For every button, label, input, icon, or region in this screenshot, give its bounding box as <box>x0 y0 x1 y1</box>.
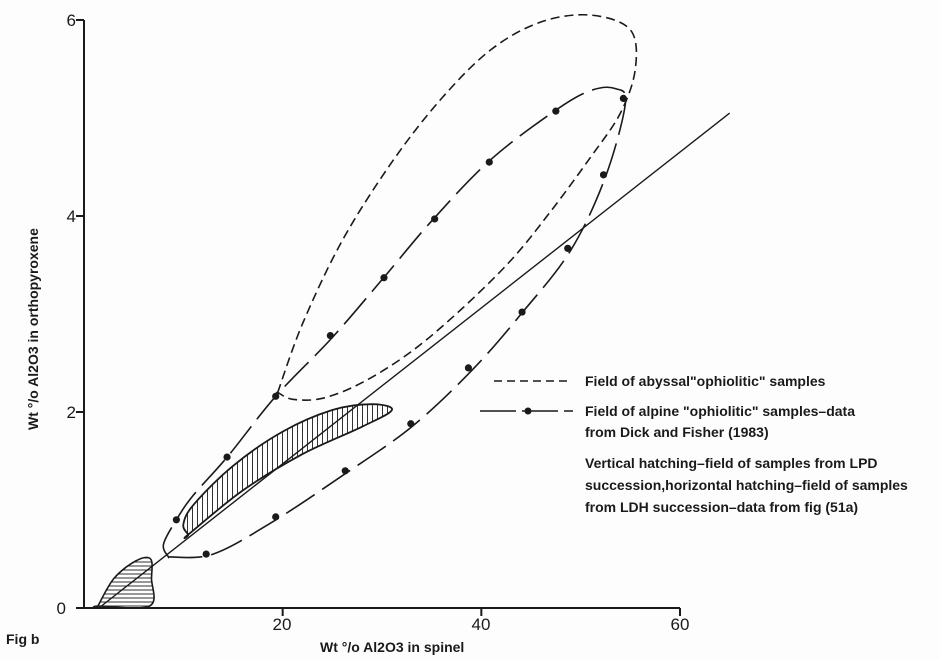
legend-label-abyssal: Field of abyssal"ophiolitic" samples <box>585 373 826 389</box>
y-axis-label: Wt °/o Al2O3 in orthopyroxene <box>25 228 41 430</box>
lpd-hatched-field <box>182 403 393 540</box>
y-tick-label: 2 <box>67 403 76 422</box>
legend-label-alpine: Field of alpine "ophiolitic" samples–dat… <box>585 403 855 419</box>
x-tick-label: 20 <box>273 615 292 634</box>
hatching-note: Vertical hatching–field of samples from … <box>585 455 908 515</box>
y-tick-label: 0 <box>57 599 66 618</box>
alpine-data-point <box>223 453 231 461</box>
alpine-data-point <box>599 171 608 179</box>
reference-line <box>98 112 731 609</box>
y-tick-label: 4 <box>67 207 76 226</box>
alpine-data-point <box>564 244 572 252</box>
alpine-data-point <box>485 158 493 166</box>
note-line: succession,horizontal hatching–field of … <box>585 477 908 493</box>
x-axis-label: Wt °/o Al2O3 in spinel <box>320 639 464 655</box>
alpine-data-point <box>202 550 210 558</box>
x-tick-label: 60 <box>671 615 690 634</box>
data-markers <box>172 94 627 558</box>
legend: Field of abyssal"ophiolitic" samples Fie… <box>480 373 855 440</box>
alpine-data-point <box>341 467 349 475</box>
abyssal-field-outline <box>274 13 638 401</box>
axis-ticks <box>76 19 681 616</box>
y-tick-label: 6 <box>67 11 76 30</box>
alpine-data-point <box>407 420 415 428</box>
note-line: from LDH succession–data from fig (51a) <box>585 499 858 515</box>
alpine-field-outline <box>162 86 627 559</box>
alpine-data-point <box>326 331 334 340</box>
alpine-data-point <box>272 513 280 521</box>
alpine-data-point <box>619 94 627 102</box>
legend-label-alpine-source: from Dick and Fisher (1983) <box>585 424 769 440</box>
figure-label: Fig b <box>6 631 39 647</box>
alpine-data-point <box>552 107 560 115</box>
data-fields <box>92 13 731 609</box>
alpine-data-point <box>518 308 526 316</box>
x-tick-label: 40 <box>472 615 491 634</box>
alpine-data-point <box>464 364 473 372</box>
legend-dot-marker <box>524 407 532 415</box>
alpine-data-point <box>380 274 388 282</box>
ldh-hatched-field <box>92 556 155 609</box>
alpine-data-point <box>272 392 280 400</box>
alpine-data-point <box>431 215 439 223</box>
alpine-data-point <box>172 516 180 524</box>
note-line: Vertical hatching–field of samples from … <box>585 455 878 471</box>
